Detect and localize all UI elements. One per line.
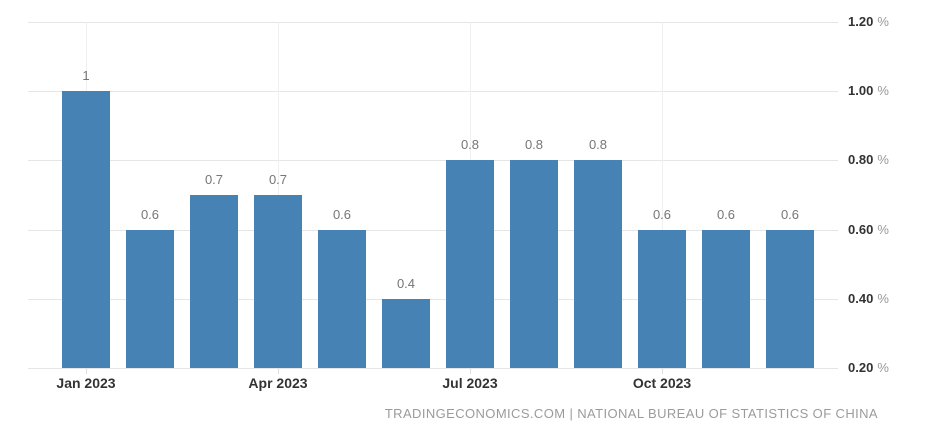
y-tick-label: 0.40%	[848, 290, 889, 308]
bar-value-label: 0.6	[332, 207, 352, 222]
bar[interactable]	[382, 299, 430, 368]
bar[interactable]	[510, 160, 558, 368]
bar[interactable]	[766, 230, 814, 368]
bar[interactable]	[190, 195, 238, 368]
y-tick-value: 0.40	[848, 291, 874, 306]
h-gridline	[28, 160, 838, 161]
bar[interactable]	[62, 91, 110, 368]
y-tick-suffix: %	[877, 14, 889, 29]
y-tick-value: 0.80	[848, 152, 874, 167]
bar-value-label: 0.8	[524, 137, 544, 152]
y-tick-label: 0.20%	[848, 359, 889, 377]
h-gridline	[28, 230, 838, 231]
y-tick-value: 1.20	[848, 14, 874, 29]
bar-value-label: 0.8	[588, 137, 608, 152]
bar[interactable]	[446, 160, 494, 368]
h-gridline	[28, 22, 838, 23]
bar-value-label: 0.6	[140, 207, 160, 222]
y-tick-suffix: %	[877, 152, 889, 167]
bar[interactable]	[254, 195, 302, 368]
bar-value-label: 0.4	[396, 276, 416, 291]
y-tick-suffix: %	[877, 291, 889, 306]
bar[interactable]	[574, 160, 622, 368]
bar[interactable]	[318, 230, 366, 368]
y-tick-label: 1.00%	[848, 82, 889, 100]
x-tick-label: Jan 2023	[56, 375, 116, 391]
bar[interactable]	[126, 230, 174, 368]
y-tick-value: 1.00	[848, 83, 874, 98]
x-tick-mark	[470, 368, 471, 374]
x-tick-mark	[278, 368, 279, 374]
y-tick-label: 0.80%	[848, 151, 889, 169]
bar-value-label: 0.6	[780, 207, 800, 222]
h-gridline	[28, 299, 838, 300]
y-tick-label: 0.60%	[848, 221, 889, 239]
y-tick-suffix: %	[877, 360, 889, 375]
x-tick-label: Apr 2023	[248, 375, 308, 391]
bar-value-label: 0.8	[460, 137, 480, 152]
x-tick-mark	[662, 368, 663, 374]
y-tick-value: 0.60	[848, 222, 874, 237]
h-gridline	[28, 91, 838, 92]
v-gridline	[662, 22, 663, 368]
x-tick-mark	[86, 368, 87, 374]
bar-value-label: 0.7	[204, 172, 224, 187]
x-tick-label: Jul 2023	[442, 375, 498, 391]
h-gridline	[28, 368, 838, 369]
bar-value-label: 0.6	[716, 207, 736, 222]
y-tick-value: 0.20	[848, 360, 874, 375]
y-tick-suffix: %	[877, 222, 889, 237]
x-tick-label: Oct 2023	[632, 375, 692, 391]
y-tick-label: 1.20%	[848, 13, 889, 31]
bar-value-label: 1	[82, 68, 90, 83]
source-attribution: TRADINGECONOMICS.COM | NATIONAL BUREAU O…	[384, 406, 878, 421]
bar[interactable]	[702, 230, 750, 368]
bar[interactable]	[638, 230, 686, 368]
y-tick-suffix: %	[877, 83, 889, 98]
bar-value-label: 0.7	[268, 172, 288, 187]
bar-value-label: 0.6	[652, 207, 672, 222]
